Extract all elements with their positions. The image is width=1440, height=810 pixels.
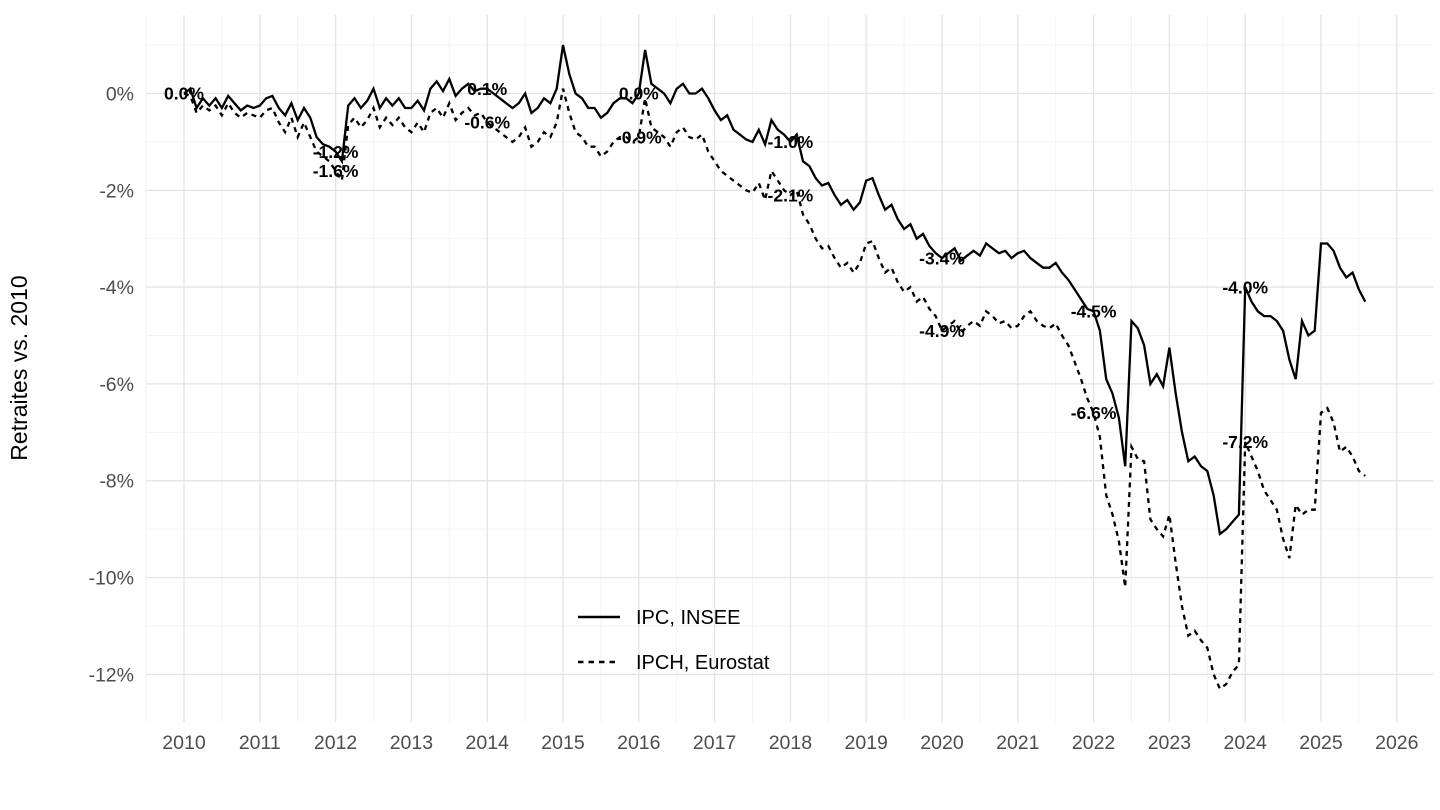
y-axis-tick-labels: 0% -2% -4% -6% -8% -10% -12% — [88, 84, 134, 687]
data-labels: 0.0% -1.2%-1.6% 0.1% -0.6% 0.0% -0.9% -1.0% -2.… — [164, 79, 1268, 452]
y-tick-label: -10% — [88, 568, 134, 590]
y-tick-label: -12% — [88, 664, 134, 686]
x-tick-label: 2013 — [390, 732, 433, 754]
x-tick-label: 2014 — [466, 732, 510, 754]
data-label: -7.2% — [1222, 432, 1268, 452]
series-lines — [183, 44, 1367, 691]
data-label: -4.5% — [1071, 302, 1117, 322]
x-tick-label: 2021 — [996, 732, 1039, 754]
x-tick-label: 2020 — [920, 732, 964, 754]
y-tick-label: -4% — [99, 277, 134, 299]
data-label: -4.9% — [919, 321, 965, 341]
gridlines-major — [146, 15, 1433, 722]
legend-label-ipch-eurostat: IPCH, Eurostat — [636, 652, 770, 674]
series-line-dashed — [183, 88, 1366, 691]
data-label: -2.1% — [768, 185, 814, 205]
x-tick-label: 2015 — [541, 732, 585, 754]
data-label: -3.4% — [919, 248, 965, 268]
x-tick-label: 2010 — [162, 732, 206, 754]
data-label: -0.6% — [464, 113, 510, 133]
legend: IPC, INSEE IPCH, Eurostat — [578, 607, 770, 674]
data-label: -6.6% — [1071, 403, 1117, 423]
data-label: 0.0% — [619, 84, 659, 104]
x-tick-label: 2019 — [845, 732, 888, 754]
gridlines-minor — [145, 15, 1433, 722]
x-tick-label: 2017 — [693, 732, 736, 754]
x-tick-label: 2023 — [1148, 732, 1191, 754]
x-tick-label: 2018 — [769, 732, 812, 754]
series-line-solid — [183, 44, 1367, 536]
x-tick-label: 2022 — [1072, 732, 1115, 754]
y-tick-label: -8% — [99, 471, 134, 493]
data-label: 0.1% — [467, 79, 507, 99]
x-tick-label: 2026 — [1375, 732, 1418, 754]
y-tick-label: 0% — [106, 84, 134, 106]
y-axis-title: Retraites vs. 2010 — [6, 275, 32, 460]
x-tick-label: 2025 — [1299, 732, 1343, 754]
x-tick-label: 2011 — [239, 732, 281, 754]
x-tick-label: 2012 — [314, 732, 357, 754]
y-tick-label: -6% — [99, 374, 134, 396]
data-label: -1.6% — [313, 161, 359, 181]
x-axis-tick-labels: 2010 2011 2012 2013 2014 2015 2016 2017 2018 2019… — [162, 732, 1418, 754]
data-label: -1.2% — [313, 142, 359, 162]
y-tick-label: -2% — [99, 180, 134, 202]
data-label: -1.0% — [768, 132, 814, 152]
data-label: 0.0% — [164, 84, 204, 104]
data-label: -4.0% — [1222, 277, 1268, 297]
data-label: -0.9% — [616, 127, 662, 147]
x-tick-label: 2016 — [617, 732, 660, 754]
legend-label-ipc-insee: IPC, INSEE — [636, 607, 740, 629]
x-tick-label: 2024 — [1224, 732, 1268, 754]
